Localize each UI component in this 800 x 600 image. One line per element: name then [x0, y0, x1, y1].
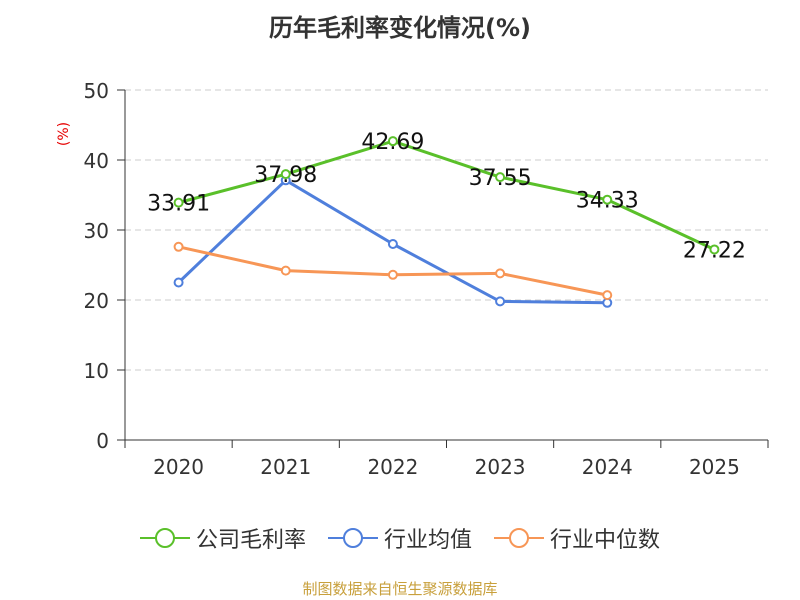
y-tick-label: 40 [84, 149, 109, 173]
series-line-0 [178, 139, 716, 251]
data-point-2 [173, 241, 184, 252]
data-point-1 [173, 277, 184, 288]
x-tick-label: 2022 [367, 455, 418, 479]
data-label: 42.69 [361, 130, 424, 155]
legend-swatch-industry-median [494, 528, 544, 548]
y-tick-label: 50 [84, 79, 109, 103]
data-point-1 [387, 239, 398, 249]
data-point-0 [709, 244, 720, 255]
source-note: 制图数据来自恒生聚源数据库 [302, 580, 498, 598]
x-tick-label: 2020 [153, 455, 204, 479]
x-tick-label: 2025 [689, 455, 740, 479]
data-point-0 [602, 194, 613, 205]
x-tick-label: 2023 [475, 455, 526, 479]
data-label: 27.22 [683, 238, 746, 263]
chart-title: 历年毛利率变化情况(%) [269, 14, 531, 42]
legend-item-company-margin[interactable]: 公司毛利率 [139, 522, 306, 554]
legend-label-company-margin: 公司毛利率 [195, 528, 306, 553]
data-point-2 [280, 265, 291, 276]
data-label: 37.98 [254, 163, 317, 188]
data-point-1 [495, 296, 506, 307]
y-tick-label: 10 [84, 359, 109, 383]
legend-label-industry-mean: 行业均值 [383, 528, 472, 553]
data-point-0 [495, 172, 506, 183]
legend-swatch-company-margin [139, 528, 190, 548]
y-tick-label: 30 [84, 219, 109, 243]
data-point-2 [495, 268, 506, 279]
legend-swatch-industry-mean [327, 528, 378, 548]
data-point-0 [387, 136, 398, 147]
legend-item-industry-median[interactable]: 行业中位数 [494, 522, 660, 554]
data-point-2 [602, 290, 613, 301]
data-label: 34.33 [576, 189, 639, 214]
data-point-0 [173, 197, 184, 208]
data-point-2 [387, 269, 398, 280]
legend-item-industry-mean[interactable]: 行业均值 [327, 522, 472, 554]
y-tick-label: 0 [96, 429, 109, 453]
x-tick-label: 2021 [260, 455, 311, 479]
data-point-0 [280, 169, 291, 180]
legend: 公司毛利率 行业均值 行业中位数 [0, 522, 800, 554]
y-tick-label: 20 [84, 289, 109, 313]
data-label: 37.55 [469, 166, 532, 191]
data-label: 33.91 [147, 192, 210, 217]
legend-label-industry-median: 行业中位数 [550, 528, 661, 553]
x-tick-label: 2024 [582, 455, 633, 479]
